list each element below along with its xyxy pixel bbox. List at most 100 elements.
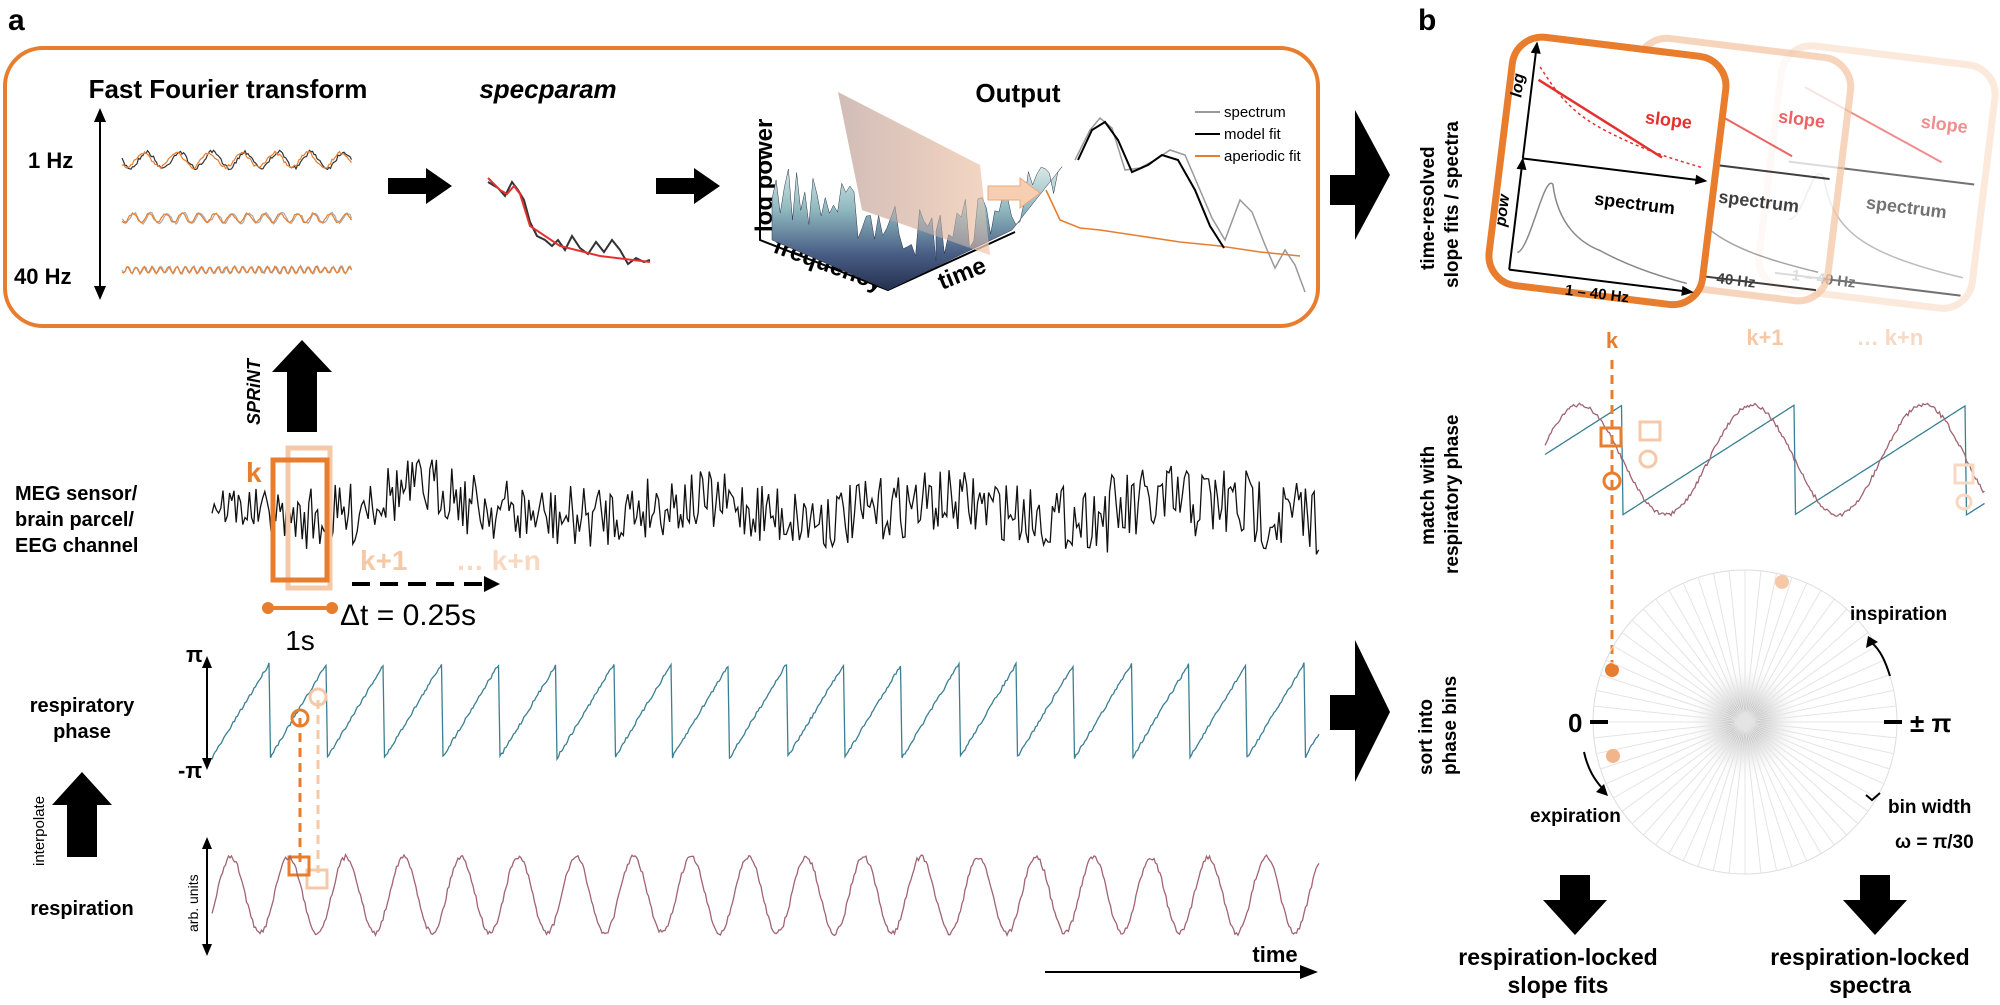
row2-label-line2: respiratory phase	[1442, 415, 1463, 574]
polar-spoke	[1744, 721, 1877, 799]
polar-spoke	[1642, 608, 1746, 723]
polar-spoke	[1682, 721, 1746, 862]
polar-spoke	[1744, 721, 1822, 854]
arrow-to-panel-b-top	[1330, 110, 1390, 240]
polar-spoke	[1642, 721, 1746, 836]
row2-label-line1: match with	[1418, 446, 1439, 545]
polar-spoke	[1744, 619, 1859, 723]
polar-spoke	[1744, 570, 1762, 723]
window-duration-bar	[262, 602, 338, 614]
polar-spoke	[1744, 674, 1890, 723]
polar-spoke	[1712, 573, 1746, 723]
legend-model-fit: model fit	[1224, 126, 1282, 143]
output-legend: spectrum model fit aperiodic fit	[1195, 104, 1302, 165]
window-k1	[285, 445, 333, 591]
time-label: time	[1252, 942, 1297, 967]
window-k-label: k	[246, 457, 262, 488]
polar-spoke	[1744, 582, 1808, 723]
arrow-fft-to-specparam	[388, 168, 452, 204]
pipeline-box	[3, 46, 1320, 328]
polar-omega: ω = π/30	[1895, 832, 1974, 853]
b-respiration-trace	[1544, 402, 1985, 518]
polar-spoke	[1600, 721, 1746, 770]
polar-spoke	[1613, 645, 1746, 723]
bin-width-marker	[1865, 792, 1881, 802]
fft-waves	[121, 149, 353, 276]
phase-bottom-label: -π	[178, 758, 202, 783]
polar-spoke	[1631, 619, 1746, 723]
card-k1-freq: 40 Hz	[1716, 270, 1757, 292]
signal-label-line2: brain parcel/	[15, 509, 134, 531]
output-title: Output	[975, 78, 1061, 108]
polar-spoke	[1744, 721, 1890, 770]
output-spectra-line2: spectra	[1829, 972, 1911, 998]
polar-spoke	[1621, 721, 1746, 812]
phase-label-line2: phase	[53, 721, 111, 743]
b-phase-trace	[1544, 404, 1985, 517]
row3-label-line1: sort into	[1416, 699, 1437, 775]
respiration-trace	[211, 853, 1320, 938]
polar-spoke	[1596, 721, 1746, 755]
polar-spoke	[1655, 598, 1746, 723]
trace	[1077, 120, 1225, 249]
respiration-axis	[202, 837, 212, 956]
polar-spoke	[1712, 721, 1746, 871]
polar-spoke	[1744, 721, 1894, 755]
polar-spoke	[1744, 573, 1778, 723]
phase-match-markers	[287, 687, 329, 890]
arrow-specparam-to-output	[656, 168, 720, 204]
card-k-pow: pow	[1492, 192, 1513, 228]
inspiration-arrow	[1871, 642, 1891, 677]
expiration-arrowhead	[1596, 784, 1608, 796]
card-k-tag: k	[1606, 328, 1619, 353]
output-arrow-spectra	[1843, 875, 1907, 935]
trace	[487, 180, 651, 266]
polar-spoke	[1744, 721, 1869, 812]
inspiration-arrowhead	[1866, 636, 1878, 648]
phase-top-label: π	[186, 642, 203, 667]
polar-spoke	[1593, 721, 1746, 739]
respiration-units: arb. units	[185, 874, 201, 932]
polar-spoke	[1744, 721, 1897, 739]
trace	[1045, 189, 1301, 257]
output-spectra-line1: respiration-locked	[1770, 944, 1969, 970]
trace	[121, 150, 352, 170]
polar-spoke	[1697, 577, 1746, 723]
legend-spectrum: spectrum	[1224, 104, 1286, 121]
output-spectrum-plot	[1045, 116, 1306, 293]
polar-spoke	[1600, 674, 1746, 723]
polar-spoke	[1744, 659, 1885, 723]
polar-spoke	[1744, 632, 1869, 723]
polar-inspiration: inspiration	[1850, 604, 1947, 625]
polar-spoke	[1744, 608, 1848, 723]
polar-spoke	[1668, 721, 1746, 854]
panel-a-letter: a	[8, 4, 25, 37]
output-arrow-slopes	[1543, 875, 1607, 935]
expiration-arrow	[1583, 751, 1603, 789]
polar-spoke	[1613, 721, 1746, 799]
specparam-plot	[487, 177, 651, 266]
fft-bottom-label: 40 Hz	[14, 264, 71, 289]
window-k1-label: k+1	[360, 545, 408, 576]
phase-label-line1: respiratory	[30, 695, 135, 717]
window-duration-label: 1s	[285, 625, 315, 656]
window-kn-label: … k+n	[456, 545, 541, 576]
polar-spoke	[1605, 721, 1746, 785]
polar-bin-width: bin width	[1888, 797, 1971, 818]
sprint-arrow	[272, 340, 332, 432]
row1-label-line1: time-resolved	[1418, 146, 1439, 270]
polar-spoke	[1697, 721, 1746, 867]
fft-frequency-arrow	[94, 108, 106, 300]
polar-spoke	[1605, 659, 1746, 723]
output-slopes-line2: slope fits	[1508, 972, 1609, 998]
fft-top-label: 1 Hz	[28, 148, 73, 173]
polar-spoke	[1744, 705, 1897, 723]
step-label: Δt = 0.25s	[340, 599, 476, 632]
polar-spoke	[1668, 590, 1746, 723]
polar-spoke	[1621, 632, 1746, 723]
polar-spoke	[1682, 582, 1746, 723]
spectrum-card-k: log slope spectrum pow 1 – 40 Hz	[1485, 33, 1730, 309]
row1-label-line2: slope fits / spectra	[1442, 121, 1463, 288]
trace	[487, 177, 651, 263]
polar-spoke	[1744, 590, 1822, 723]
